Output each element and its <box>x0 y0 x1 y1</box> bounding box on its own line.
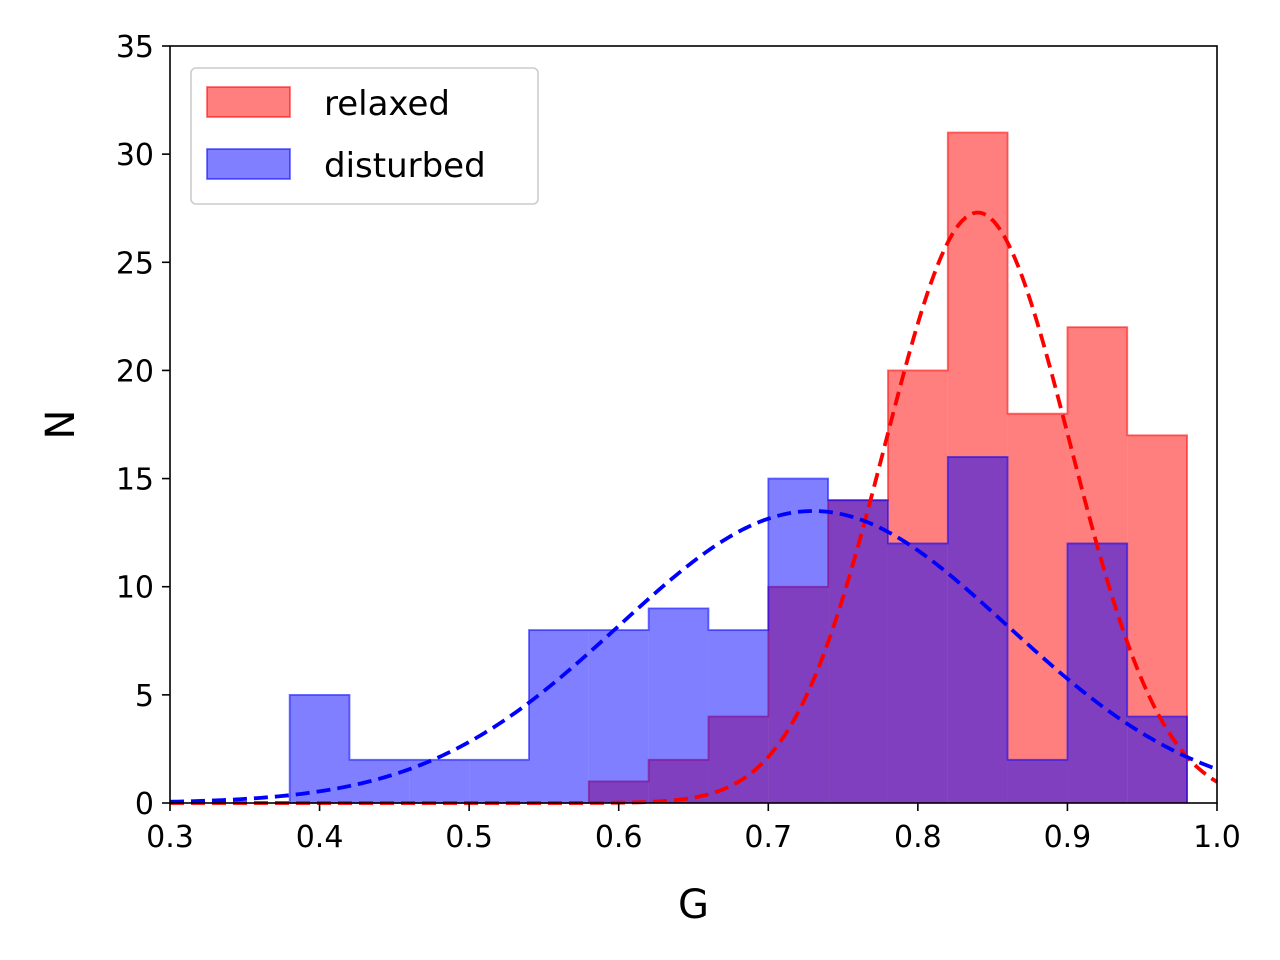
bar-disturbed-9 <box>828 500 888 803</box>
x-tick-label: 0.4 <box>296 820 344 855</box>
bar-disturbed-5 <box>588 629 649 803</box>
x-tick-label: 0.9 <box>1044 820 1092 855</box>
x-tick-label: 0.6 <box>595 820 643 855</box>
bar-disturbed-11 <box>947 456 1008 803</box>
legend-swatch-disturbed <box>206 148 291 180</box>
series-disturbed <box>288 456 1188 803</box>
y-tick-label: 35 <box>116 30 154 65</box>
x-tick-label: 0.7 <box>744 820 792 855</box>
y-axis-title: N <box>38 410 84 440</box>
bar-disturbed-12 <box>1007 759 1068 803</box>
bar-disturbed-10 <box>887 543 948 803</box>
legend: relaxed disturbed <box>190 67 539 205</box>
x-axis-title: G <box>678 882 709 928</box>
axis-ticks-layer: 0.3 0.4 0.5 0.6 0.7 0.8 0.9 1.0 0 5 10 15 20 25 30 35 <box>116 30 1241 855</box>
y-tick-label: 15 <box>116 463 154 498</box>
bar-disturbed-1 <box>349 759 410 803</box>
legend-label-disturbed: disturbed <box>324 146 486 186</box>
legend-swatch-relaxed <box>206 86 291 118</box>
y-tick-label: 10 <box>116 571 154 606</box>
outline-disturbed <box>288 456 1188 803</box>
bar-disturbed-13 <box>1067 543 1128 803</box>
y-tick-label: 0 <box>135 787 154 822</box>
y-tick-label: 20 <box>116 354 154 389</box>
y-tick-label: 30 <box>116 138 154 173</box>
x-tick-label: 0.8 <box>894 820 942 855</box>
bar-disturbed-14 <box>1127 716 1188 803</box>
fit-curve-disturbed <box>169 509 1218 804</box>
y-tick-label: 25 <box>116 246 154 281</box>
bar-disturbed-4 <box>528 629 589 803</box>
x-tick-label: 0.3 <box>146 820 194 855</box>
legend-label-relaxed: relaxed <box>324 84 450 124</box>
y-tick-label: 5 <box>135 679 154 714</box>
bar-disturbed-8 <box>768 478 829 803</box>
bar-disturbed-3 <box>469 759 529 803</box>
bar-disturbed-7 <box>708 629 769 803</box>
bars-layer <box>288 131 1188 804</box>
bar-relaxed-12 <box>1007 413 1068 803</box>
bar-disturbed-6 <box>648 608 709 803</box>
x-tick-label: 0.5 <box>445 820 493 855</box>
x-tick-label: 1.0 <box>1193 820 1241 855</box>
plot-frame <box>169 45 1218 804</box>
bar-disturbed-0 <box>289 694 350 803</box>
